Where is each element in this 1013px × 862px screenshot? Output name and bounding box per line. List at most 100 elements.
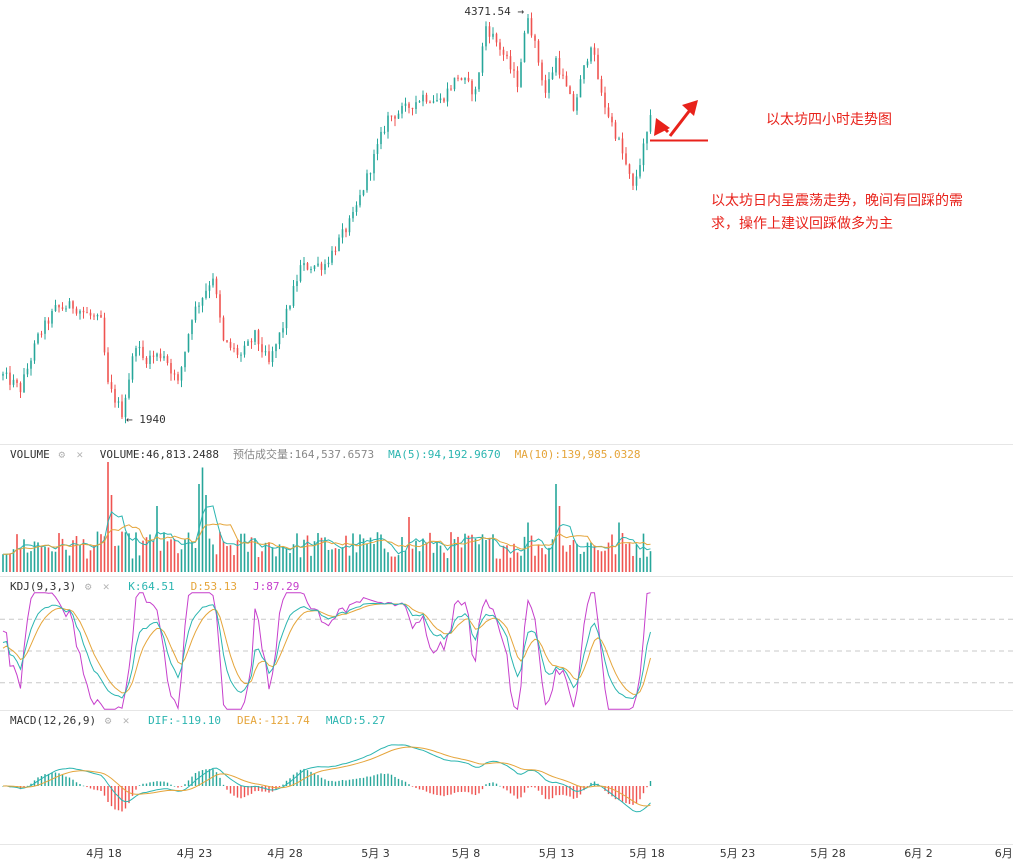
candle-body (583, 65, 585, 80)
candle (432, 95, 435, 104)
candle (128, 373, 130, 400)
candle (264, 345, 267, 356)
settings-icon[interactable]: ⚙ (84, 579, 92, 593)
macd-bar (625, 786, 627, 804)
candle (614, 119, 617, 142)
candle-body (254, 330, 256, 342)
macd-header: MACD(12,26,9) ⚙ ✕ DIF:-119.10 DEA:-121.7… (0, 712, 391, 728)
candle-body (635, 176, 638, 186)
volume-bar (93, 545, 95, 572)
candle-body (103, 317, 106, 353)
volume-bar (44, 546, 46, 572)
volume-bar (614, 554, 617, 572)
volume-bar (649, 551, 652, 572)
candle-body (208, 285, 211, 291)
candle-body (488, 26, 491, 37)
candle-body (527, 18, 529, 33)
candle (471, 79, 473, 102)
candle (562, 68, 564, 80)
macd-dif-line (2, 744, 651, 813)
macd-bar (460, 786, 463, 792)
candle-body (387, 115, 389, 132)
candle-body (467, 77, 470, 81)
volume-bar (425, 542, 428, 572)
candle-body (212, 278, 214, 286)
macd-bar (327, 780, 330, 786)
macd-dea: DEA:-121.74 (236, 713, 310, 727)
candle-body (499, 42, 501, 50)
candle (194, 301, 197, 323)
candle (170, 358, 172, 381)
x-tick-label: 5月 13 (539, 847, 575, 860)
candle-body (506, 54, 508, 57)
candle (236, 344, 239, 359)
candle (478, 71, 480, 92)
candle (303, 256, 305, 271)
candle-body (72, 301, 74, 309)
macd-bar (96, 786, 99, 791)
volume-bar (278, 544, 281, 572)
candle-body (51, 311, 53, 324)
volume-bar (30, 551, 32, 572)
close-icon[interactable]: ✕ (76, 447, 84, 461)
candle (467, 71, 470, 83)
close-icon[interactable]: ✕ (122, 713, 130, 727)
candle-body (439, 98, 442, 101)
macd-bar (271, 786, 274, 792)
candle (12, 374, 15, 388)
macd-bar (348, 779, 351, 786)
annotation-comment-line1: 以太坊日内呈震荡走势，晚间有回踩的需 (711, 193, 963, 209)
macd-bar (310, 771, 312, 786)
macd-bar (411, 786, 414, 787)
kdj-j-line (2, 592, 651, 711)
candle-body (89, 312, 92, 316)
candle (278, 332, 281, 350)
volume-bar (289, 553, 291, 572)
macd-bar (37, 777, 39, 786)
macd-bar (278, 786, 281, 787)
volume-bar (439, 545, 442, 572)
x-tick-label: 6月 2 (904, 847, 933, 860)
volume-bar (89, 550, 92, 572)
volume-bar (338, 548, 340, 572)
candle (268, 344, 270, 365)
close-icon[interactable]: ✕ (102, 579, 110, 593)
macd-bar (324, 779, 326, 786)
candle (2, 371, 4, 381)
candle-body (541, 62, 543, 81)
candle (618, 136, 620, 141)
candle (54, 299, 57, 312)
x-tick-label: 5月 18 (629, 847, 665, 860)
volume-bar (359, 534, 361, 572)
macd-bar (61, 774, 64, 786)
volume-bar (352, 533, 354, 572)
macd-dea-line (3, 746, 651, 807)
volume-bar (600, 551, 603, 572)
settings-icon[interactable]: ⚙ (104, 713, 112, 727)
candle (219, 290, 221, 323)
volume-bar (177, 553, 179, 572)
macd-bar (471, 786, 473, 795)
candle (208, 280, 211, 299)
candle (485, 21, 487, 51)
candle-body (240, 354, 242, 356)
candle-body (425, 94, 428, 102)
candle-body (495, 33, 498, 43)
candle (243, 341, 246, 358)
volume-bar (156, 506, 158, 572)
volume-bar (422, 538, 424, 572)
volume-bar (152, 540, 155, 572)
settings-icon[interactable]: ⚙ (58, 447, 66, 461)
candle-body (100, 315, 102, 318)
candle (397, 110, 400, 120)
macd-bar (226, 786, 228, 790)
volume-bar (51, 551, 53, 572)
candle (646, 131, 648, 151)
volume-bar (201, 467, 204, 572)
candle (166, 354, 169, 366)
volume-bar (334, 548, 337, 572)
candle-body (170, 362, 172, 374)
candle (100, 310, 102, 318)
volume-bar (61, 538, 64, 572)
